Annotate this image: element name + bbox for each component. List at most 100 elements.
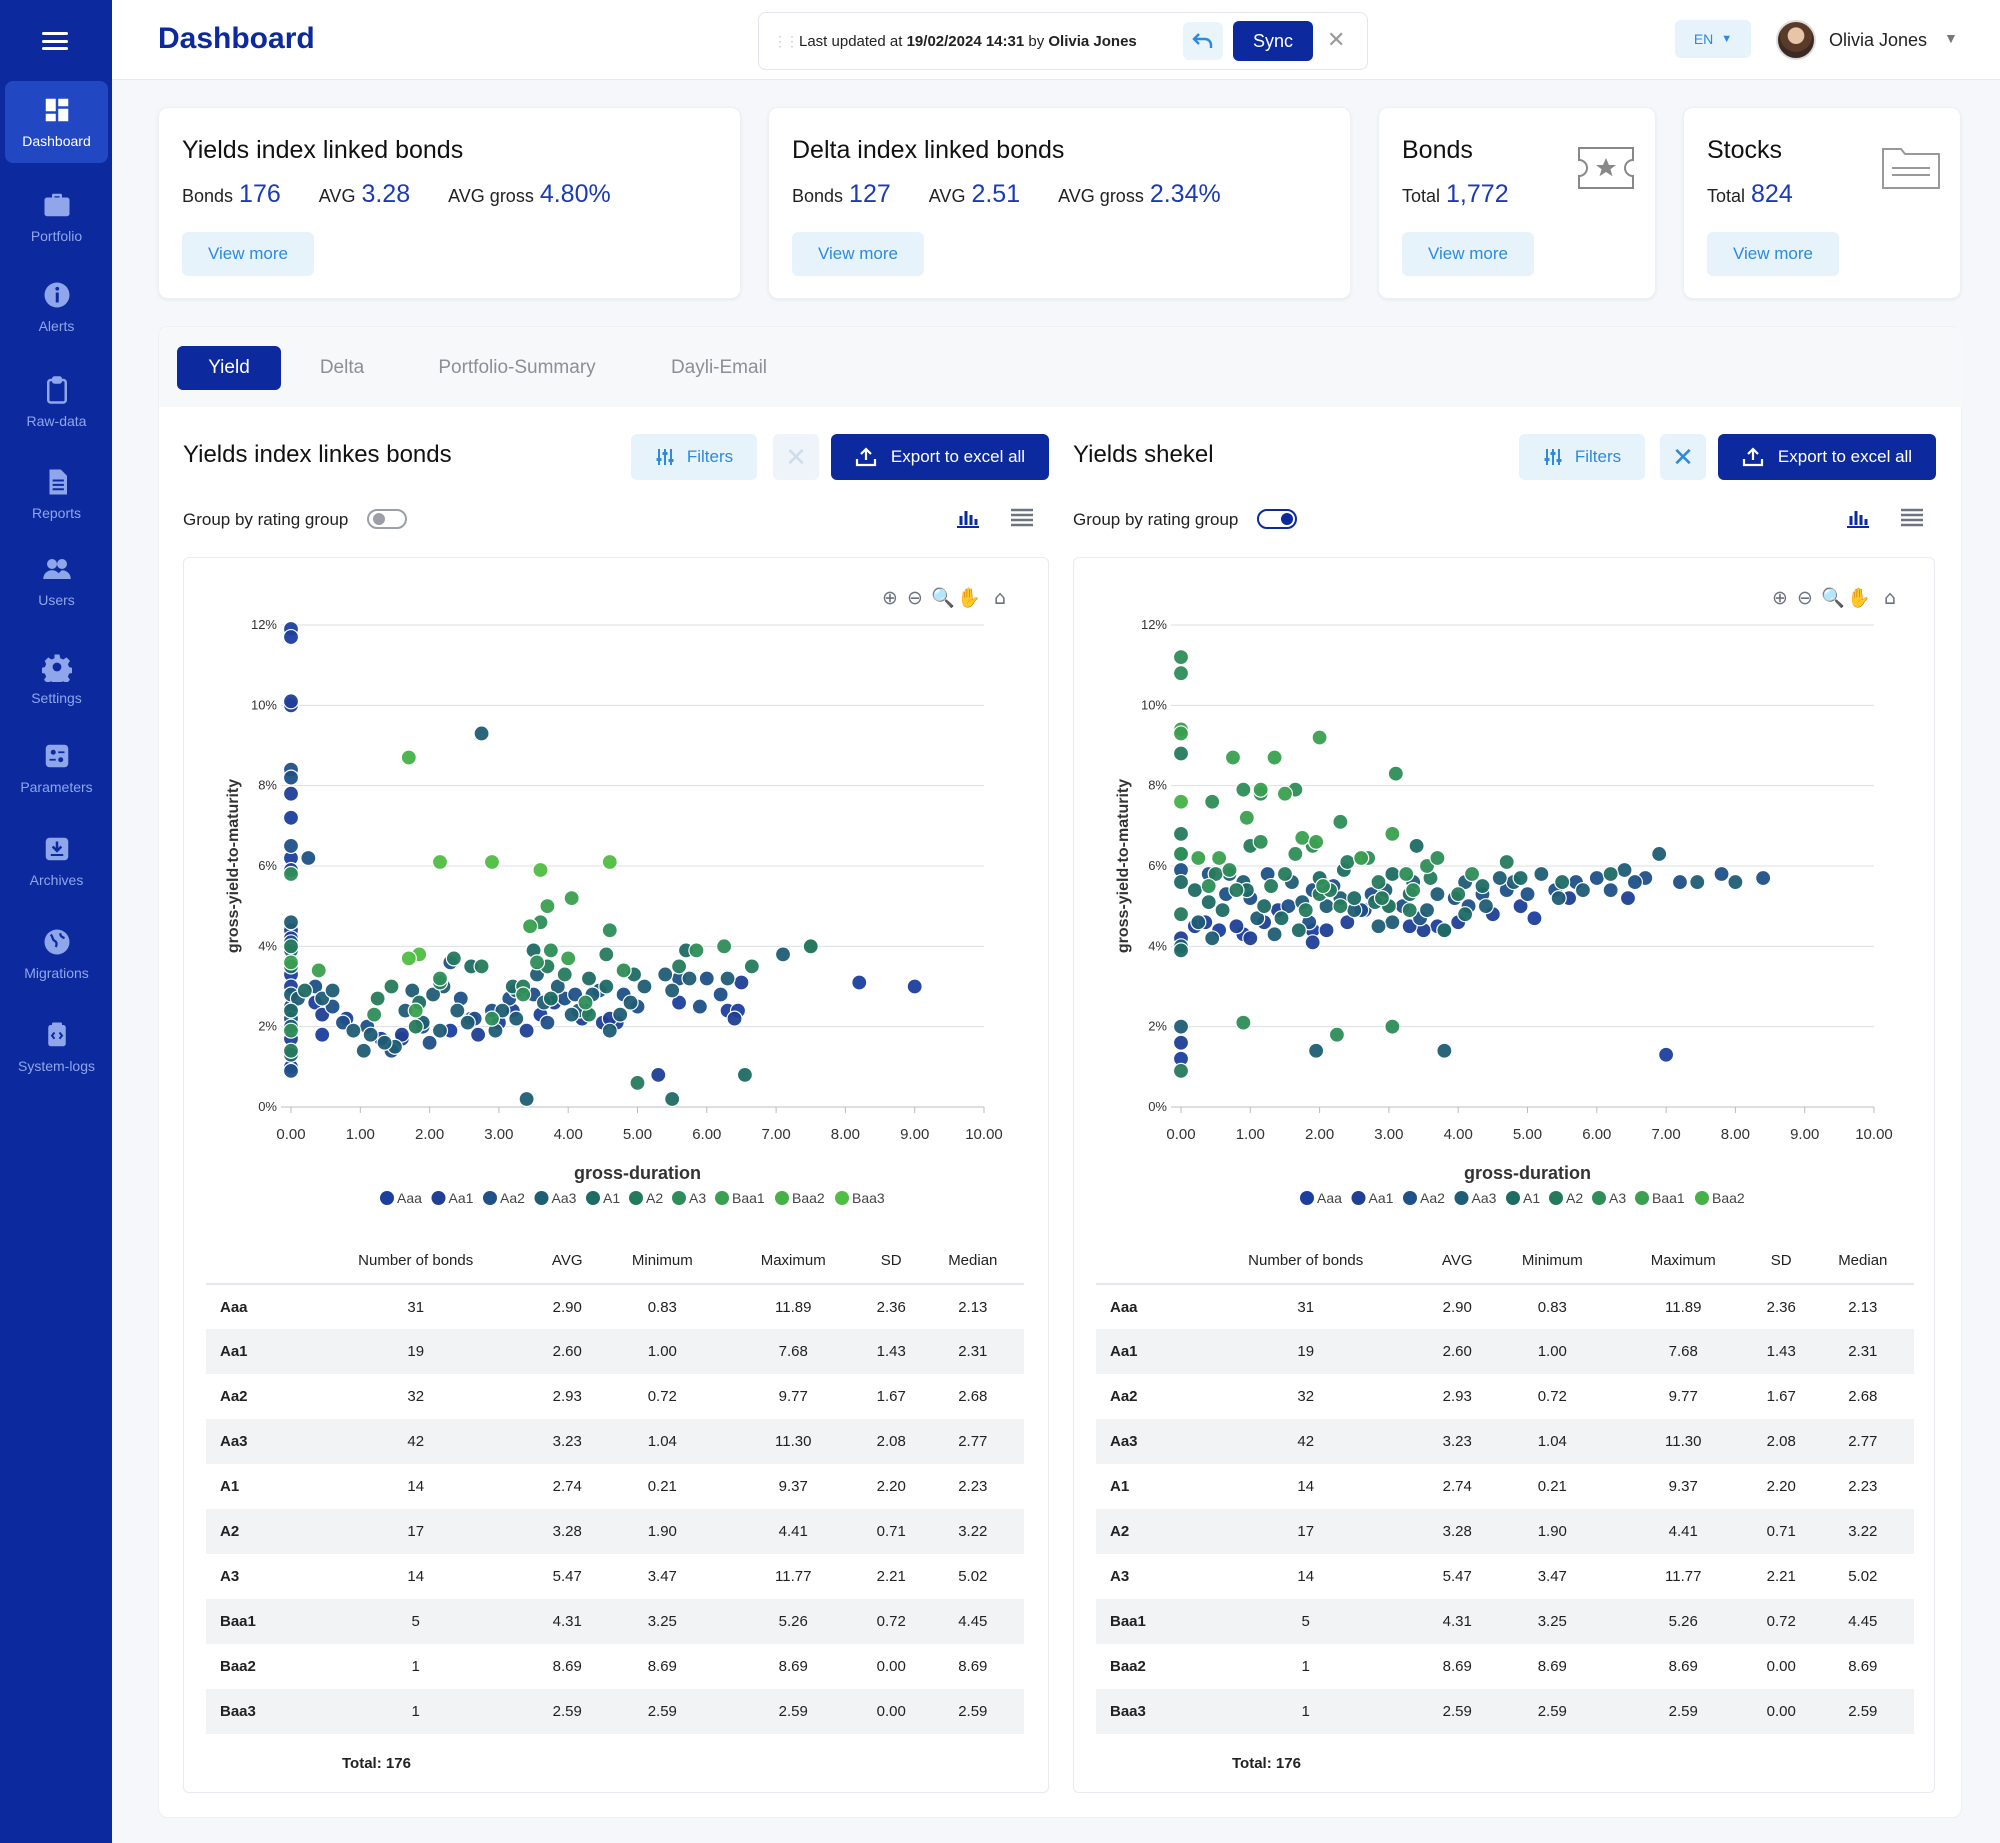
data-point-aa3[interactable]	[664, 982, 681, 999]
data-point-a1[interactable]	[1602, 865, 1619, 883]
data-point-aaa[interactable]	[906, 978, 923, 995]
group-by-rating-toggle[interactable]	[367, 509, 407, 529]
data-point-aa2[interactable]	[282, 1062, 300, 1079]
data-point-aa2[interactable]	[691, 998, 708, 1015]
data-point-baa1[interactable]	[1190, 849, 1207, 867]
data-point-a1[interactable]	[1256, 898, 1273, 915]
data-point-aa3[interactable]	[1436, 1042, 1453, 1059]
data-point-a3[interactable]	[282, 1022, 300, 1039]
data-point-aa3[interactable]	[774, 946, 792, 963]
data-point-baa1[interactable]	[1224, 749, 1242, 766]
data-point-baa1[interactable]	[1172, 725, 1190, 742]
data-point-a3[interactable]	[577, 994, 594, 1011]
data-point-aa3[interactable]	[657, 966, 674, 983]
data-point-a1[interactable]	[1346, 890, 1363, 907]
data-point-a3[interactable]	[1200, 877, 1217, 895]
data-point-a3[interactable]	[515, 986, 532, 1003]
data-point-aa3[interactable]	[1727, 873, 1744, 891]
data-point-baa1[interactable]	[1311, 729, 1328, 746]
data-point-a1[interactable]	[1384, 865, 1401, 883]
data-point-aaa[interactable]	[1526, 910, 1543, 927]
data-point-aa1[interactable]	[1228, 918, 1245, 935]
table-list-icon[interactable]	[1009, 507, 1035, 529]
data-point-a2[interactable]	[1172, 906, 1190, 923]
clear-filters-button[interactable]: ✕	[773, 434, 819, 480]
data-point-a3[interactable]	[1405, 882, 1422, 899]
data-point-a1[interactable]	[1436, 922, 1453, 939]
data-point-aa1[interactable]	[1242, 930, 1259, 947]
data-point-aa2[interactable]	[712, 986, 729, 1003]
export-excel-button[interactable]: Export to excel all	[831, 434, 1049, 480]
data-point-baa1[interactable]	[1211, 849, 1228, 867]
data-point-aaa[interactable]	[670, 994, 688, 1011]
data-point-aaa[interactable]	[282, 809, 300, 826]
data-point-a1[interactable]	[542, 990, 559, 1007]
data-point-aa3[interactable]	[563, 1006, 580, 1023]
legend-item-aa1[interactable]: Aa1	[431, 1190, 474, 1206]
data-point-aa3[interactable]	[324, 982, 341, 999]
sidebar-item-raw-data[interactable]: Raw-data	[5, 361, 108, 443]
data-point-aa3[interactable]	[404, 982, 421, 999]
user-name[interactable]: Olivia Jones	[1829, 30, 1928, 50]
data-point-aa3[interactable]	[1533, 865, 1550, 883]
zoom-in-icon[interactable]: ⊕	[882, 587, 898, 609]
data-point-a3[interactable]	[716, 938, 733, 955]
data-point-a2[interactable]	[473, 958, 490, 975]
data-point-a2[interactable]	[1450, 886, 1467, 903]
legend-item-aa2[interactable]: Aa2	[1403, 1190, 1445, 1206]
data-point-aa1[interactable]	[1512, 898, 1529, 915]
data-point-aa3[interactable]	[1651, 845, 1668, 863]
data-point-aa3[interactable]	[719, 970, 736, 987]
data-point-a3[interactable]	[688, 942, 705, 959]
data-point-a2[interactable]	[1332, 898, 1349, 915]
data-point-aa3[interactable]	[601, 1022, 618, 1039]
bar-chart-icon[interactable]	[955, 507, 981, 529]
data-point-aa3[interactable]	[1204, 930, 1221, 947]
zoom-in-icon[interactable]: ⊕	[1772, 587, 1788, 609]
data-point-aa3[interactable]	[1308, 1042, 1325, 1059]
legend-item-aa3[interactable]: Aa3	[534, 1190, 577, 1206]
legend-item-a2[interactable]: A2	[1549, 1190, 1583, 1206]
legend-item-a3[interactable]: A3	[672, 1190, 706, 1206]
data-point-aa3[interactable]	[1384, 914, 1401, 931]
data-point-a1[interactable]	[1200, 894, 1217, 911]
chevron-down-icon[interactable]: ▼	[1944, 30, 1958, 46]
export-excel-button[interactable]: Export to excel all	[1718, 434, 1936, 480]
data-point-a3[interactable]	[1332, 813, 1349, 830]
magnify-icon[interactable]: 🔍	[931, 585, 955, 609]
data-point-a2[interactable]	[407, 1018, 424, 1035]
data-point-aa1[interactable]	[518, 1022, 535, 1039]
legend-item-baa1[interactable]: Baa1	[715, 1190, 765, 1206]
data-point-a1[interactable]	[1290, 922, 1307, 939]
data-point-aa1[interactable]	[282, 785, 300, 802]
data-point-aa3[interactable]	[449, 1002, 466, 1019]
data-point-aa1[interactable]	[1172, 1034, 1190, 1051]
data-point-aa3[interactable]	[376, 1034, 393, 1051]
legend-item-baa2[interactable]: Baa2	[775, 1190, 825, 1206]
data-point-aa1[interactable]	[726, 1010, 743, 1027]
legend-item-aa1[interactable]: Aa1	[1351, 1190, 1394, 1206]
data-point-aa3[interactable]	[1477, 898, 1495, 915]
data-point-baa1[interactable]	[282, 954, 300, 971]
data-point-baa1[interactable]	[563, 890, 580, 907]
data-point-aa3[interactable]	[1266, 926, 1283, 943]
data-point-a2[interactable]	[556, 966, 573, 983]
data-point-aa1[interactable]	[1318, 922, 1335, 939]
data-point-aa1[interactable]	[393, 1026, 410, 1043]
data-point-a1[interactable]	[1554, 873, 1571, 891]
data-point-a2[interactable]	[282, 938, 300, 955]
home-icon[interactable]: ⌂	[994, 587, 1006, 609]
data-point-a3[interactable]	[366, 1006, 383, 1023]
data-point-baa1[interactable]	[1308, 833, 1325, 850]
data-point-baa1[interactable]	[1266, 749, 1283, 766]
data-point-a1[interactable]	[598, 978, 615, 995]
legend-item-a3[interactable]: A3	[1592, 1190, 1626, 1206]
data-point-a2[interactable]	[1401, 902, 1418, 919]
data-point-a3[interactable]	[615, 962, 632, 979]
data-point-a1[interactable]	[1474, 877, 1491, 895]
data-point-aa3[interactable]	[355, 1042, 372, 1059]
data-point-aa3[interactable]	[1190, 914, 1207, 931]
data-point-a2[interactable]	[1172, 745, 1190, 762]
pan-hand-icon[interactable]: ✋	[1847, 586, 1871, 609]
data-point-aa3[interactable]	[681, 970, 698, 987]
